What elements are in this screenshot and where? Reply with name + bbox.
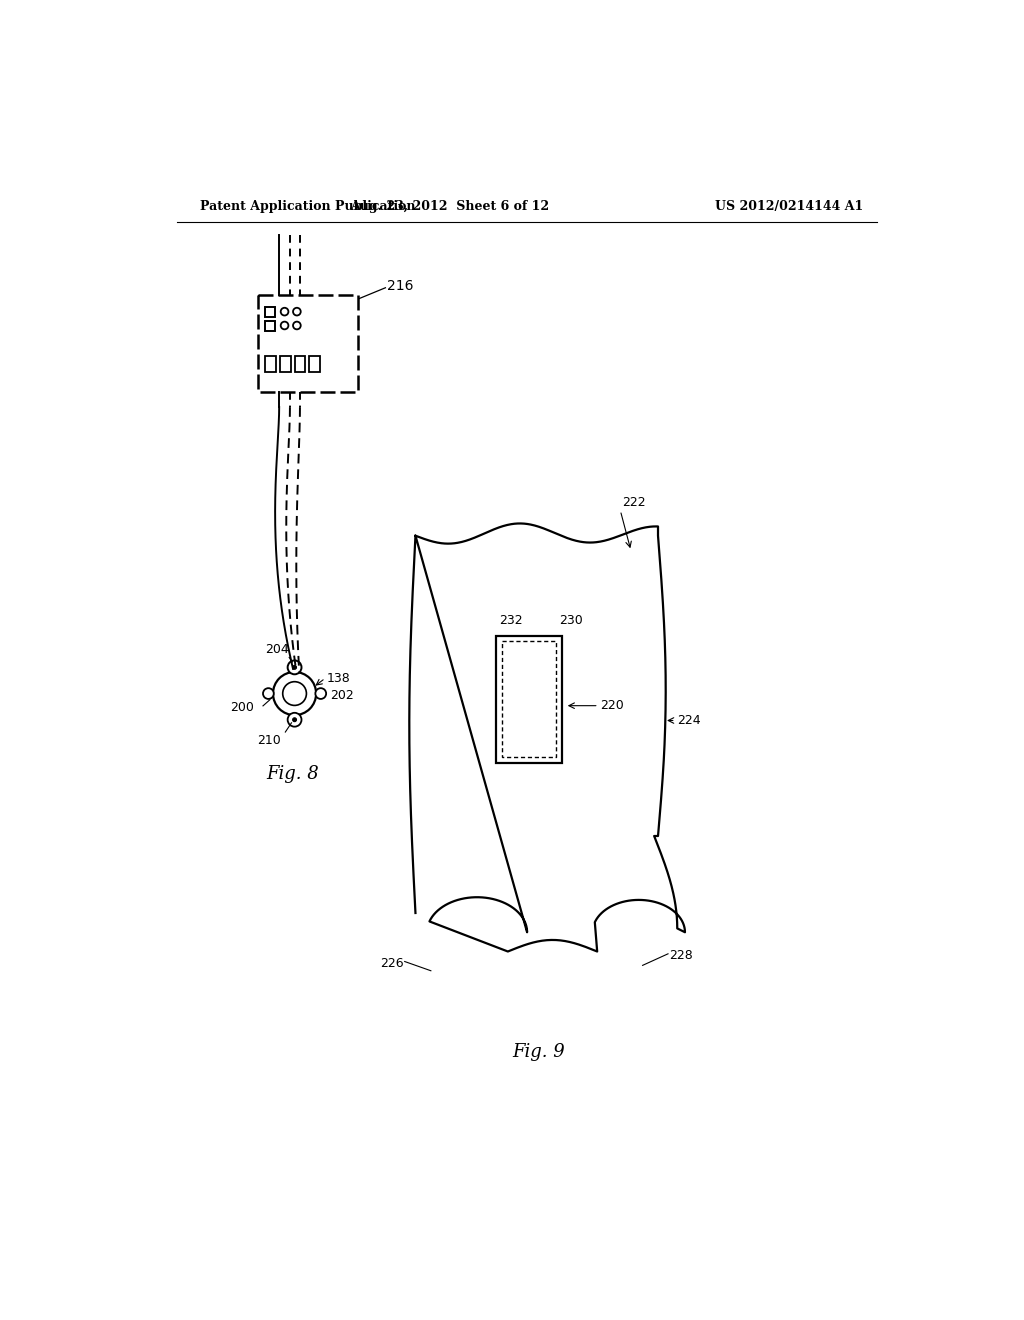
Text: 216: 216: [387, 280, 414, 293]
Circle shape: [293, 322, 301, 330]
Text: 202: 202: [330, 689, 353, 702]
Text: 220: 220: [600, 700, 624, 713]
Bar: [265, 321, 275, 331]
Text: 210: 210: [257, 734, 281, 747]
Bar: [497, 636, 562, 763]
Bar: [280, 355, 291, 372]
Text: 222: 222: [622, 496, 645, 508]
Text: 200: 200: [229, 701, 254, 714]
Text: 138: 138: [327, 672, 350, 685]
Text: Fig. 9: Fig. 9: [512, 1043, 565, 1060]
Bar: [309, 355, 319, 372]
Circle shape: [288, 660, 301, 675]
Text: Fig. 8: Fig. 8: [266, 766, 318, 783]
Text: 230: 230: [559, 614, 583, 627]
Circle shape: [283, 681, 306, 705]
Circle shape: [263, 688, 273, 700]
Text: Patent Application Publication: Patent Application Publication: [200, 199, 416, 213]
Circle shape: [293, 718, 297, 722]
Bar: [265, 355, 276, 372]
Circle shape: [288, 713, 301, 726]
Bar: [258, 296, 357, 392]
Bar: [265, 308, 275, 317]
Text: 228: 228: [670, 949, 693, 962]
Circle shape: [273, 672, 316, 715]
Text: 204: 204: [264, 643, 289, 656]
Circle shape: [281, 308, 289, 315]
Circle shape: [315, 688, 326, 700]
Text: US 2012/0214144 A1: US 2012/0214144 A1: [715, 199, 863, 213]
Circle shape: [281, 322, 289, 330]
Circle shape: [293, 308, 301, 315]
Bar: [295, 355, 305, 372]
Text: Aug. 23, 2012  Sheet 6 of 12: Aug. 23, 2012 Sheet 6 of 12: [350, 199, 550, 213]
Circle shape: [293, 665, 297, 669]
Text: 224: 224: [677, 714, 700, 727]
Bar: [502, 642, 556, 758]
Text: 232: 232: [500, 614, 523, 627]
Text: 226: 226: [380, 957, 403, 970]
